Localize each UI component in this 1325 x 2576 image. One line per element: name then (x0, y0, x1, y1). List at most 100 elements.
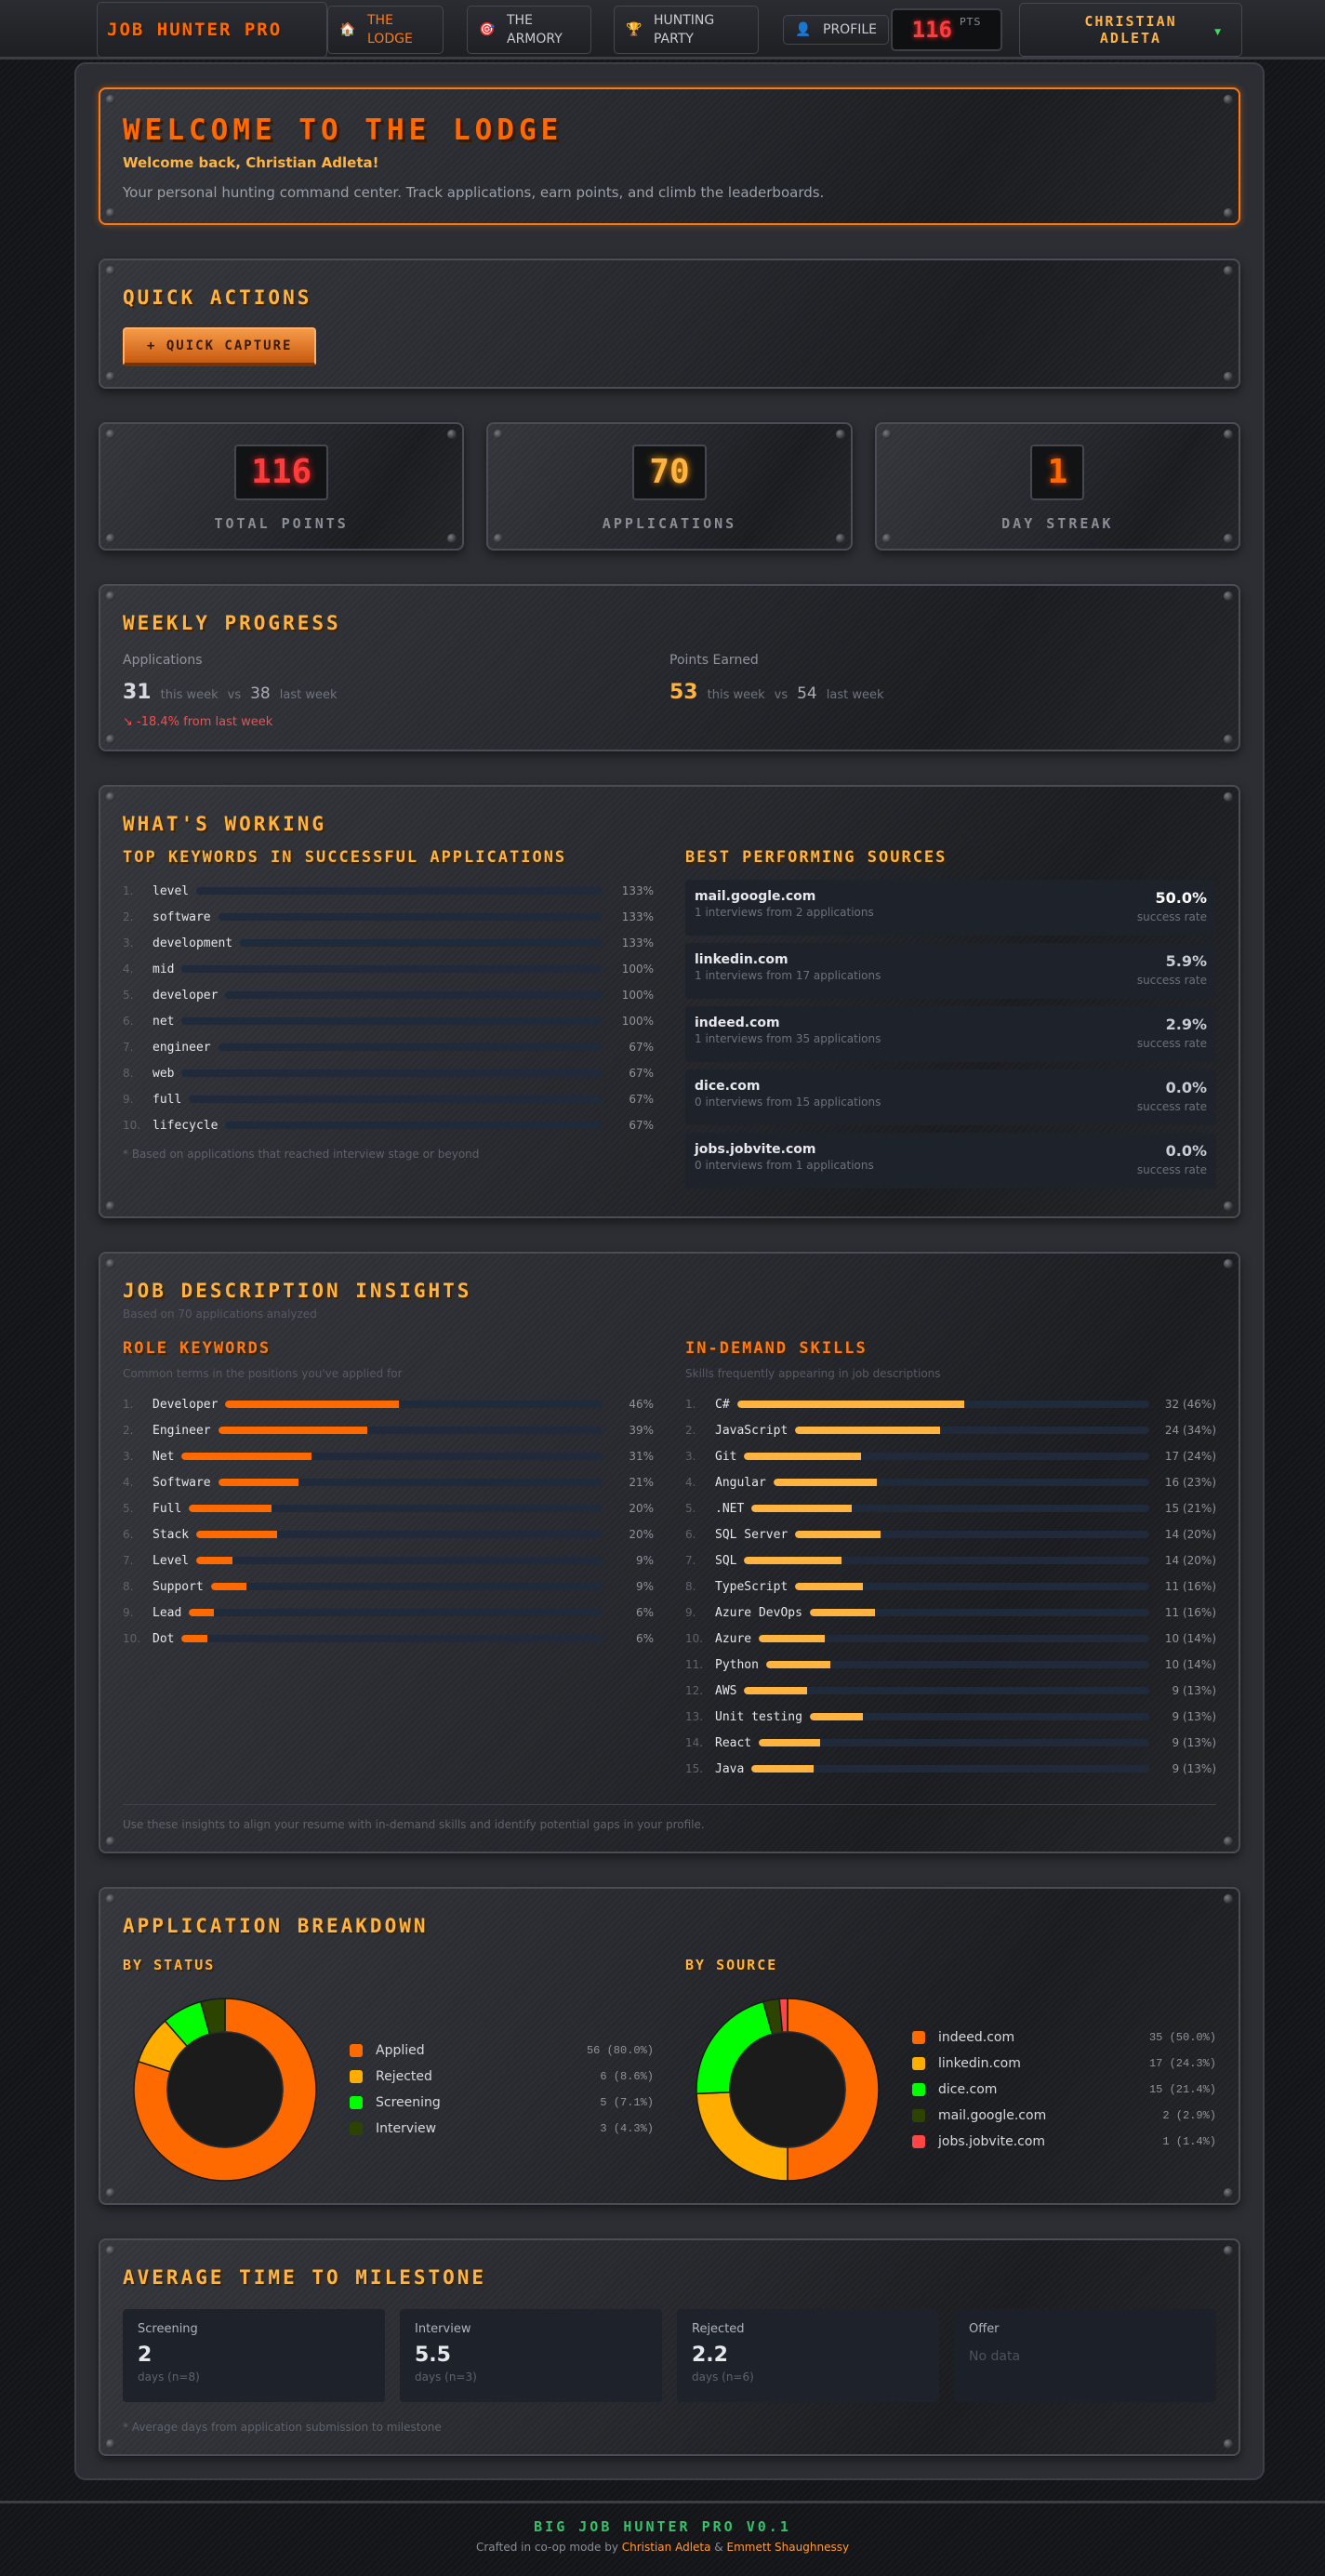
rank: 4. (685, 1476, 696, 1489)
progress-bar (809, 1713, 1149, 1720)
keyword: Lead (152, 1605, 182, 1620)
success-rate-label: success rate (1136, 1037, 1207, 1050)
progress-bar (218, 1479, 602, 1486)
weekly-progress-panel: WEEKLY PROGRESS Applications 31 this wee… (99, 584, 1240, 751)
brand-title: JOB HUNTER PRO (107, 20, 283, 40)
legend-item[interactable]: mail.google.com 2 (2.9%) (912, 2103, 1216, 2129)
progress-bar (773, 1479, 1149, 1486)
list-item: 2. software 133% (123, 904, 654, 930)
list-item: 7. engineer 67% (123, 1034, 654, 1060)
value: 11 (16%) (1164, 1606, 1216, 1619)
job-insights-panel: JOB DESCRIPTION INSIGHTS Based on 70 app… (99, 1252, 1240, 1853)
page-footer: BIG JOB HUNTER PRO V0.1 Crafted in co-op… (0, 2501, 1325, 2576)
keyword: Angular (715, 1475, 766, 1490)
keyword: Full (152, 1501, 182, 1516)
progress-bar (196, 887, 602, 895)
nav-item-profile[interactable]: 👤 PROFILE (783, 15, 889, 45)
value: 46% (629, 1398, 654, 1411)
nav-item-armory[interactable]: 🎯 THE ARMORY (467, 6, 591, 54)
rank: 9. (685, 1606, 696, 1619)
legend-value: 56 (80.0%) (586, 2044, 654, 2057)
total-points-value: 116 (234, 445, 329, 500)
keyword: Dot (152, 1631, 175, 1646)
rank: 8. (123, 1580, 134, 1593)
rank: 1. (123, 884, 134, 897)
keyword: Net (152, 1449, 175, 1464)
skills-section: IN-DEMAND SKILLS Skills frequently appea… (685, 1339, 1216, 1782)
list-item: 9. Lead 6% (123, 1600, 654, 1626)
list-item: 7. Level 9% (123, 1547, 654, 1573)
list-item: 8. web 67% (123, 1060, 654, 1086)
rank: 6. (685, 1528, 696, 1541)
list-item: 4. Software 21% (123, 1469, 654, 1495)
list-item: 7. SQL 14 (20%) (685, 1547, 1216, 1573)
progress-bar (759, 1739, 1149, 1746)
list-item: 10. Dot 6% (123, 1626, 654, 1652)
keyword: React (715, 1735, 752, 1750)
welcome-greeting: Welcome back, Christian Adleta! (123, 154, 379, 171)
legend-swatch (350, 2122, 363, 2135)
source-detail: 1 interviews from 35 applications (695, 1032, 881, 1045)
author-link[interactable]: Christian Adleta (621, 2541, 711, 2554)
keyword: SQL Server (715, 1527, 788, 1542)
milestone-label: Offer (969, 2322, 1000, 2336)
nav-item-hunting-party[interactable]: 🏆 HUNTING PARTY (614, 6, 759, 54)
legend-item[interactable]: Rejected 6 (8.6%) (350, 2064, 654, 2090)
success-rate: 0.0% (1165, 1142, 1207, 1160)
nav-label: HUNTING PARTY (654, 13, 715, 46)
rank: 1. (123, 1398, 134, 1411)
value: 31% (629, 1450, 654, 1463)
milestone-label: Rejected (692, 2322, 745, 2336)
progress-fill (218, 1479, 299, 1486)
brand-logo[interactable]: JOB HUNTER PRO (97, 2, 327, 58)
rank: 12. (685, 1684, 704, 1697)
legend-item[interactable]: indeed.com 35 (50.0%) (912, 2025, 1216, 2051)
progress-bar (181, 1453, 602, 1460)
legend-item[interactable]: Interview 3 (4.3%) (350, 2116, 654, 2142)
source-row: linkedin.com 1 interviews from 17 applica… (685, 943, 1216, 999)
progress-fill (809, 1713, 863, 1720)
progress-bar (181, 1069, 602, 1077)
quick-capture-button[interactable]: + QUICK CAPTURE (123, 327, 317, 366)
value: 9 (13%) (1172, 1710, 1216, 1723)
legend-item[interactable]: jobs.jobvite.com 1 (1.4%) (912, 2129, 1216, 2155)
legend-label: indeed.com (938, 2030, 1015, 2045)
value: 32 (46%) (1164, 1398, 1216, 1411)
skills-title: IN-DEMAND SKILLS (685, 1339, 868, 1358)
list-item: 4. mid 100% (123, 956, 654, 982)
legend-item[interactable]: linkedin.com 17 (24.3%) (912, 2051, 1216, 2077)
progress-fill (189, 1505, 272, 1512)
value: 10 (14%) (1164, 1632, 1216, 1645)
rank: 3. (123, 1450, 134, 1463)
legend-item[interactable]: Applied 56 (80.0%) (350, 2038, 654, 2064)
nav-item-lodge[interactable]: 🏠 THE LODGE (327, 6, 444, 54)
milestone-card: Offer No data (954, 2309, 1216, 2402)
applications-change: ↘ -18.4% from last week (123, 715, 273, 729)
value: 9% (635, 1580, 654, 1593)
rank: 10. (123, 1119, 141, 1132)
progress-fill (795, 1531, 881, 1538)
list-item: 1. Developer 46% (123, 1391, 654, 1417)
author-link[interactable]: Emmett Shaughnessy (726, 2541, 850, 2554)
milestone-note: days (n=8) (138, 2370, 200, 2383)
milestone-empty: No data (969, 2349, 1021, 2364)
page-title: WELCOME TO THE LODGE (123, 113, 563, 147)
source-row: mail.google.com 1 interviews from 2 appli… (685, 880, 1216, 936)
progress-fill (751, 1765, 815, 1773)
legend-item[interactable]: dice.com 15 (21.4%) (912, 2077, 1216, 2103)
points-value: 116 (911, 17, 952, 43)
list-item: 10. lifecycle 67% (123, 1112, 654, 1138)
user-menu[interactable]: CHRISTIAN ADLETA ▼ (1019, 3, 1242, 57)
legend-swatch (912, 2135, 925, 2148)
source-name: linkedin.com (695, 952, 788, 967)
list-item: 3. Git 17 (24%) (685, 1443, 1216, 1469)
progress-fill (744, 1557, 841, 1564)
milestones-panel: AVERAGE TIME TO MILESTONE Screening 2 days… (99, 2238, 1240, 2456)
whats-working-panel: WHAT'S WORKING TOP KEYWORDS IN SUCCESSFU… (99, 785, 1240, 1218)
keyword: Java (715, 1761, 745, 1776)
list-item: 10. Azure 10 (14%) (685, 1626, 1216, 1652)
nav-label: THE ARMORY (507, 13, 563, 46)
legend-label: dice.com (938, 2082, 998, 2097)
legend-item[interactable]: Screening 5 (7.1%) (350, 2090, 654, 2116)
keyword: software (152, 910, 211, 924)
